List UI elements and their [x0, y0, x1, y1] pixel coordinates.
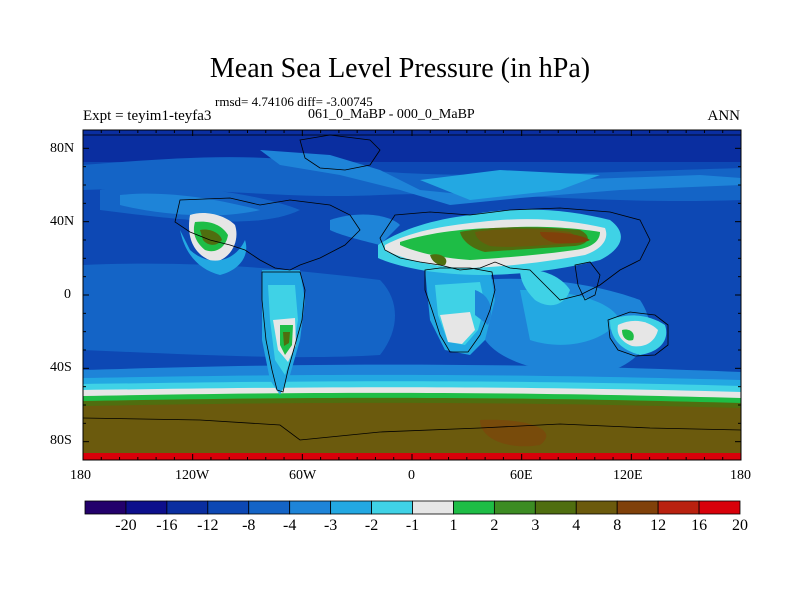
colorbar-label: 12 — [650, 517, 667, 534]
lat-label-80s: 80S — [50, 433, 72, 448]
stats-text: rmsd= 4.74106 diff= -3.00745 — [215, 94, 373, 109]
colorbar-label: -4 — [283, 517, 297, 534]
lon-label-0: 0 — [408, 468, 415, 483]
colorbar-swatch — [84, 500, 127, 515]
axis-ticks — [82, 129, 742, 461]
colorbar-swatch — [657, 500, 700, 515]
colorbar-swatch — [534, 500, 577, 515]
colorbar-swatch — [412, 500, 454, 515]
lat-label-40n: 40N — [50, 214, 75, 229]
colorbar-swatch — [248, 500, 291, 515]
season-label: ANN — [707, 108, 741, 124]
colorbar-swatch — [125, 500, 168, 515]
colorbar-label: -2 — [364, 517, 379, 534]
colorbar-swatch — [616, 500, 659, 515]
colorbar-label: -20 — [115, 517, 137, 534]
colorbar-swatch — [698, 500, 741, 515]
colorbar-swatch — [207, 500, 250, 515]
colorbar-label: 4 — [572, 517, 581, 534]
colorbar-label: -12 — [197, 517, 219, 534]
lat-label-40s: 40S — [50, 360, 72, 375]
colorbar-swatch — [575, 500, 618, 515]
colorbar-label: 3 — [531, 517, 540, 534]
colorbar-swatch — [371, 500, 413, 515]
lat-label-80n: 80N — [50, 141, 75, 156]
colorbar-swatch — [289, 500, 332, 515]
plot-title: Mean Sea Level Pressure (in hPa) — [209, 53, 591, 84]
colorbar-label: 20 — [732, 517, 748, 534]
colorbar-swatch — [166, 500, 209, 515]
colorbar-swatch — [493, 500, 536, 515]
lon-label-120e: 120E — [613, 468, 643, 483]
colorbar-swatch — [330, 500, 372, 515]
lon-label-60e: 60E — [510, 468, 533, 483]
colorbar-label: -1 — [405, 517, 420, 534]
colorbar-label: -3 — [323, 517, 338, 534]
colorbar-label: -16 — [156, 517, 178, 534]
lon-label-180e: 180 — [730, 468, 751, 483]
experiment-label: Expt = teyim1-teyfa3 — [83, 108, 212, 124]
colorbar-label: 8 — [613, 517, 622, 534]
lon-label-60w: 60W — [289, 468, 317, 483]
colorbar-label: 16 — [691, 517, 708, 534]
colorbar-label: 2 — [490, 517, 499, 534]
runs-label: 061_0_MaBP - 000_0_MaBP — [308, 107, 475, 122]
colorbar-label: -8 — [242, 517, 256, 534]
colorbar-label: 1 — [449, 517, 458, 534]
lon-label-180w: 180 — [70, 468, 91, 483]
colorbar — [84, 500, 741, 515]
lon-label-120w: 120W — [175, 468, 210, 483]
lat-label-0: 0 — [64, 287, 71, 302]
pressure-field — [83, 130, 741, 460]
colorbar-swatch — [453, 500, 495, 515]
